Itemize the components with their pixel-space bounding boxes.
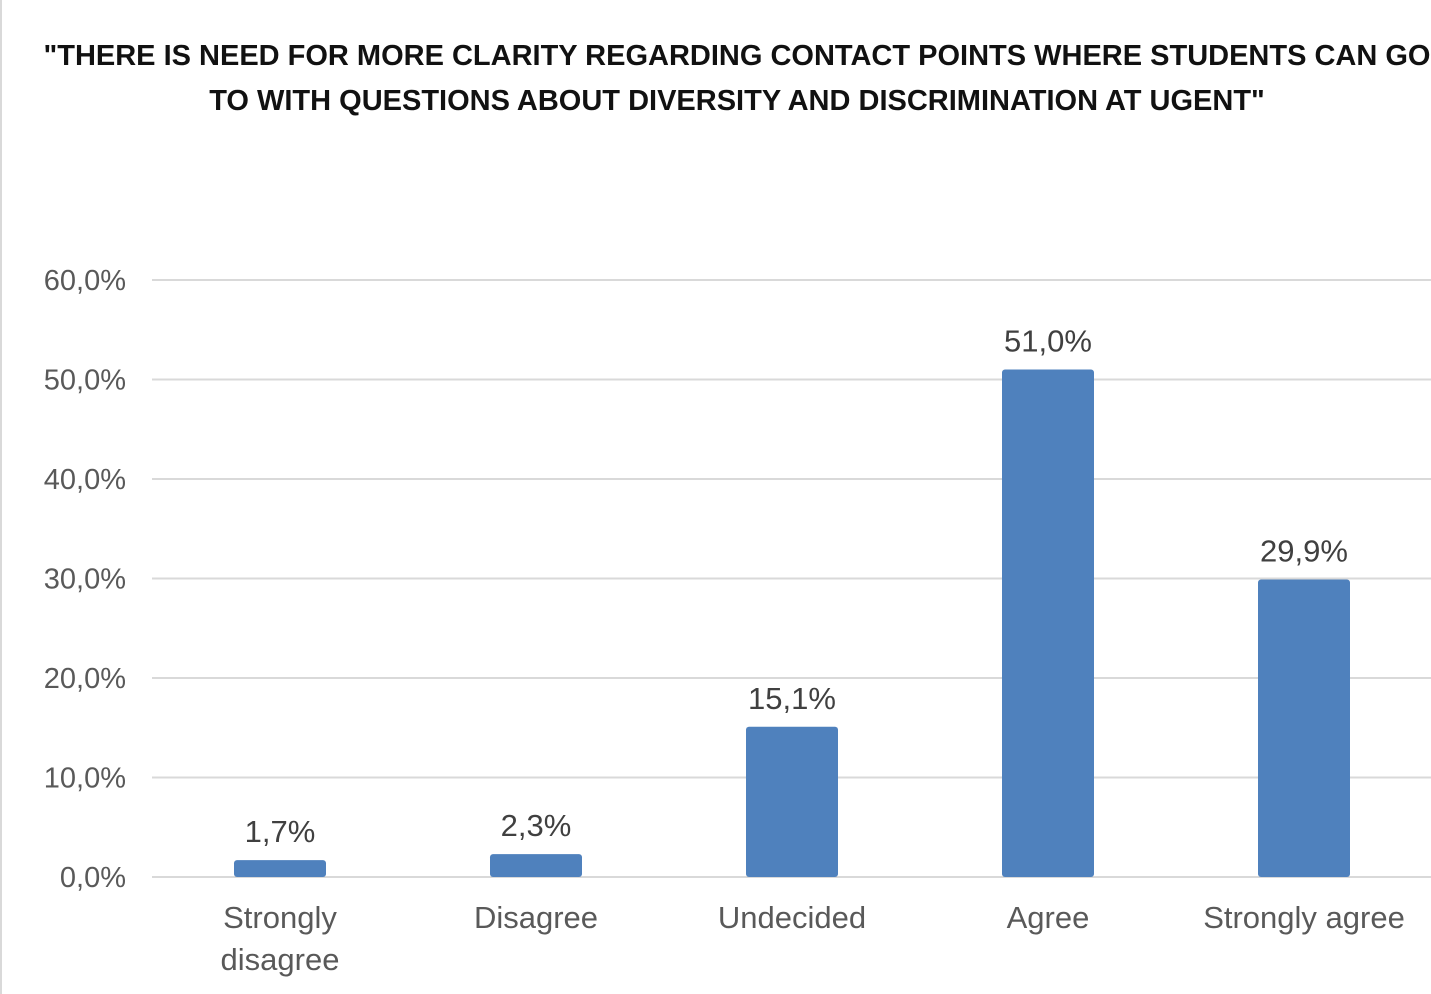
bar bbox=[1258, 579, 1350, 877]
bar bbox=[234, 860, 326, 877]
y-tick-label: 30,0% bbox=[44, 564, 126, 596]
data-label: 51,0% bbox=[1004, 324, 1092, 359]
category-label: disagree bbox=[221, 942, 340, 977]
data-labels: 1,7% 2,3% 15,1% 51,0% 29,9% bbox=[245, 324, 1348, 850]
data-label: 1,7% bbox=[245, 814, 316, 849]
data-label: 2,3% bbox=[501, 808, 572, 843]
y-tick-label: 60,0% bbox=[44, 265, 126, 297]
y-axis-ticks: 0,0% 10,0% 20,0% 30,0% 40,0% 50,0% 60,0% bbox=[44, 265, 126, 894]
category-labels: Strongly disagree Disagree Undecided Agree St… bbox=[221, 900, 1405, 977]
data-label: 15,1% bbox=[748, 681, 836, 716]
category-label: Undecided bbox=[718, 900, 866, 935]
y-tick-label: 10,0% bbox=[44, 763, 126, 795]
gridlines bbox=[152, 279, 1431, 878]
bar bbox=[1002, 369, 1094, 877]
y-tick-label: 20,0% bbox=[44, 663, 126, 695]
bar bbox=[490, 854, 582, 877]
y-tick-label: 50,0% bbox=[44, 365, 126, 397]
data-label: 29,9% bbox=[1260, 533, 1348, 568]
bars bbox=[234, 369, 1350, 877]
category-label: Agree bbox=[1007, 900, 1090, 935]
category-label: Disagree bbox=[474, 900, 598, 935]
category-label: Strongly bbox=[223, 900, 337, 935]
y-tick-label: 40,0% bbox=[44, 464, 126, 496]
bar bbox=[746, 726, 838, 877]
y-tick-label: 0,0% bbox=[60, 862, 126, 894]
category-label: Strongly agree bbox=[1203, 900, 1405, 935]
chart-title: "THERE IS NEED FOR MORE CLARITY REGARDIN… bbox=[43, 40, 1431, 117]
